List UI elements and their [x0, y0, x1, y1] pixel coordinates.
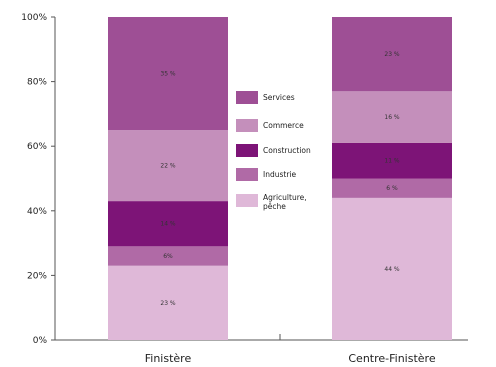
- data-label: 35 %: [160, 71, 176, 78]
- bar-segment-construction: [332, 142, 452, 179]
- legend-label: Commerce: [263, 121, 304, 130]
- bar-segment-construction: [108, 201, 228, 247]
- data-label: 22 %: [160, 163, 176, 170]
- y-axis: 0% 20% 40% 60% 80% 100%: [21, 13, 56, 346]
- legend-label: Agriculture, pêche: [263, 193, 307, 211]
- data-label: 16 %: [384, 114, 400, 121]
- y-tick-label: 80%: [27, 78, 47, 88]
- y-tick-label: 40%: [27, 207, 47, 217]
- y-tick-label: 20%: [27, 271, 47, 281]
- data-label: 23 %: [160, 300, 176, 307]
- data-label: 44 %: [384, 266, 400, 273]
- x-category-label: Centre-Finistère: [348, 352, 435, 365]
- legend-label: Construction: [263, 146, 311, 155]
- data-label: 11 %: [384, 158, 400, 165]
- legend-swatch-construction: [236, 144, 258, 157]
- x-category-label: Finistère: [145, 352, 192, 365]
- y-tick-label: 60%: [27, 142, 47, 152]
- data-label: 14 %: [160, 221, 176, 228]
- legend-label: Services: [263, 93, 295, 102]
- data-label: 6 %: [386, 185, 398, 192]
- legend-swatch-agriculture-peche: [236, 194, 258, 207]
- legend: Services Commerce Construction Industrie Agr…: [236, 91, 311, 211]
- bar-segment-commerce: [108, 130, 228, 202]
- legend-label: Industrie: [263, 170, 296, 179]
- legend-swatch-industrie: [236, 168, 258, 181]
- data-label: 6%: [163, 253, 173, 260]
- bar-segment-agriculture-peche: [332, 197, 452, 340]
- data-label: 23 %: [384, 51, 400, 58]
- bar-segment-commerce: [332, 91, 452, 143]
- bar-segment-services: [108, 17, 228, 131]
- legend-swatch-commerce: [236, 119, 258, 132]
- bar-segment-agriculture-peche: [108, 265, 228, 340]
- y-tick-label: 0%: [33, 336, 48, 346]
- legend-swatch-services: [236, 91, 258, 104]
- bars-group: 23 % 6% 14 % 22 % 35 % 44 % 6 % 11 % 16 % 23 %: [108, 17, 452, 340]
- bar-segment-services: [332, 17, 452, 92]
- bar-segment-industrie: [332, 178, 452, 198]
- bar-segment-industrie: [108, 246, 228, 266]
- y-tick-label: 100%: [21, 13, 47, 23]
